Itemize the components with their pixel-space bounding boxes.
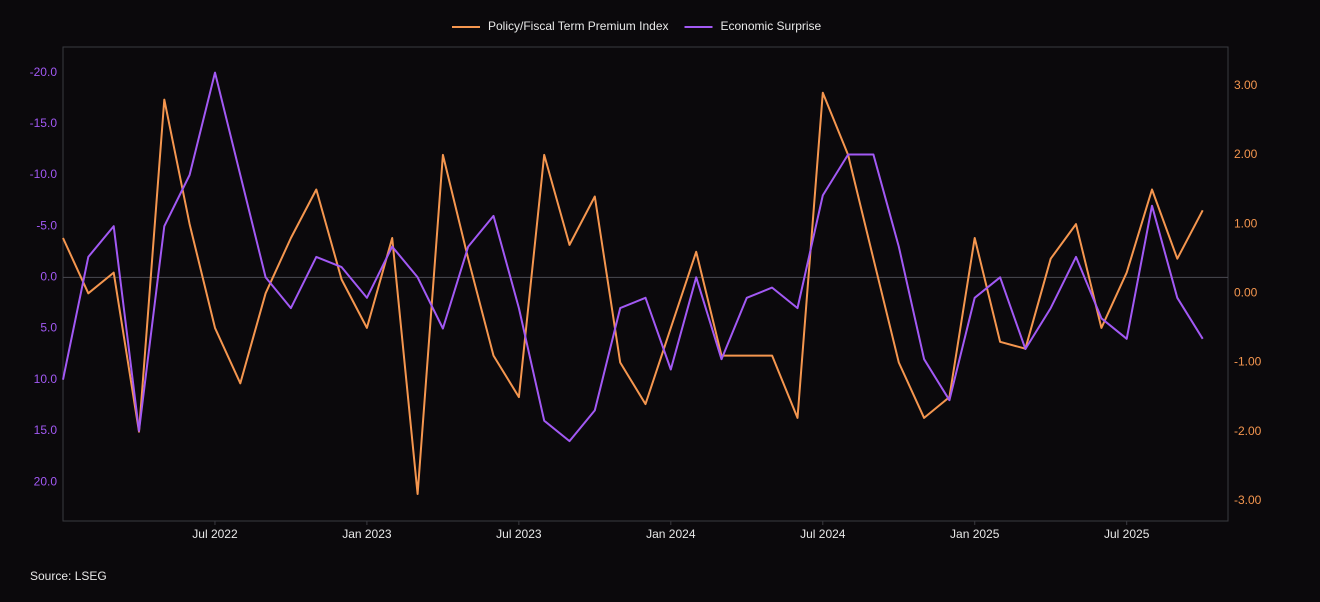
- y-tick-label: 5.0: [40, 321, 57, 335]
- legend-label: Economic Surprise: [721, 19, 822, 33]
- y2-tick-label: -3.00: [1234, 493, 1262, 507]
- y-tick-label: -5.0: [36, 218, 57, 232]
- x-tick-label: Jul 2023: [496, 527, 542, 541]
- y-tick-label: 0.0: [40, 270, 57, 284]
- y2-tick-label: 1.00: [1234, 216, 1258, 230]
- legend: Policy/Fiscal Term Premium Index Economic…: [452, 19, 822, 33]
- y2-tick-label: 2.00: [1234, 147, 1258, 161]
- y2-tick-label: -1.00: [1234, 355, 1262, 369]
- x-tick-label: Jan 2023: [342, 527, 392, 541]
- y-tick-label: -20.0: [30, 65, 58, 79]
- y2-tick-label: -2.00: [1234, 424, 1262, 438]
- plot-frame: [62, 46, 1229, 522]
- source-note: Source: LSEG: [30, 569, 107, 583]
- y2-tick-label: 0.00: [1234, 286, 1258, 300]
- y-tick-label: -15.0: [30, 116, 58, 130]
- y-tick-label: 15.0: [34, 423, 58, 437]
- x-tick-label: Jan 2025: [950, 527, 1000, 541]
- y2-tick-label: 3.00: [1234, 78, 1258, 92]
- series-line: [62, 71, 1204, 443]
- x-tick-label: Jan 2024: [646, 527, 696, 541]
- legend-label: Policy/Fiscal Term Premium Index: [488, 19, 669, 33]
- x-tick-label: Jul 2022: [192, 527, 238, 541]
- y-tick-label: -10.0: [30, 167, 58, 181]
- y-tick-label: 20.0: [34, 474, 58, 488]
- x-tick-label: Jul 2025: [1104, 527, 1150, 541]
- y-tick-label: 10.0: [34, 372, 58, 386]
- series-line: [62, 91, 1204, 495]
- x-tick-label: Jul 2024: [800, 527, 846, 541]
